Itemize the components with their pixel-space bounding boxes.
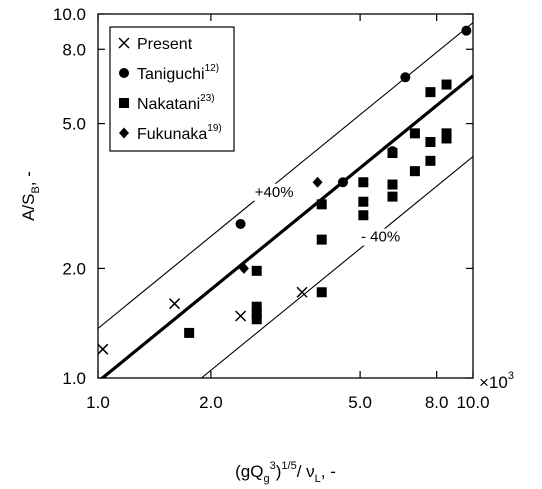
data-point-circle xyxy=(337,177,348,188)
label-part: (gQ xyxy=(235,462,263,481)
legend-entry-reference: 19) xyxy=(207,123,221,134)
data-point-x xyxy=(296,286,308,298)
data-points xyxy=(97,25,472,355)
label-part: / ν xyxy=(297,462,315,481)
legend-marker xyxy=(119,68,129,78)
data-point-square xyxy=(425,136,436,147)
data-point-square xyxy=(387,148,398,159)
legend: Present Taniguchi12) Nakatani23) Fukunaka19… xyxy=(109,26,235,152)
data-point-square xyxy=(441,79,452,90)
label-part: 3 xyxy=(270,460,276,472)
data-point-square xyxy=(387,179,398,190)
data-point-circle xyxy=(461,25,472,36)
marker-stroke xyxy=(169,298,181,310)
x-tick-label: 1.0 xyxy=(86,393,110,412)
data-point-square xyxy=(316,287,327,298)
data-point-x xyxy=(169,298,181,310)
annotation-background xyxy=(252,183,296,201)
legend-entry-name: Fukunaka xyxy=(137,126,207,143)
data-point-square xyxy=(251,308,262,319)
data-point-square xyxy=(409,128,420,139)
data-point-square xyxy=(358,177,369,188)
x-tick-label: 10.0 xyxy=(456,393,489,412)
legend-marker xyxy=(119,98,129,108)
multiplier-exponent: 3 xyxy=(508,370,514,382)
label-part: L xyxy=(315,473,321,485)
axis-labels: +40%- 40%(gQg3)1/5/ νL, -A/SB, -×103 xyxy=(19,171,514,485)
legend-entry: Present xyxy=(137,36,193,53)
x-tick-label: 2.0 xyxy=(199,393,223,412)
data-point-x xyxy=(235,310,247,322)
line-annotation: +40% xyxy=(255,184,294,201)
reference-lines xyxy=(98,22,473,378)
label-part: g xyxy=(263,473,269,485)
x-axis-multiplier: ×103 xyxy=(479,370,514,392)
x-tick-label: 8.0 xyxy=(425,393,449,412)
y-tick-label: 10.0 xyxy=(53,5,86,24)
multiplier-base: ×10 xyxy=(479,373,508,392)
legend-entry-name: Present xyxy=(137,36,193,53)
x-tick-label: 5.0 xyxy=(348,393,372,412)
legend-entry-name: Taniguchi xyxy=(137,66,205,83)
legend-marker xyxy=(118,37,130,49)
data-point-square xyxy=(251,301,262,312)
label-part: B xyxy=(30,186,42,193)
marker-stroke xyxy=(97,343,109,355)
tick-layer: 1.0 2.0 5.0 8.0 10.0 1.0 2.0 5.0 8.0 10.0 xyxy=(53,5,490,412)
deviation-line xyxy=(200,156,473,378)
marker-stroke xyxy=(296,286,308,298)
data-point-square xyxy=(441,128,452,139)
legend-box xyxy=(109,26,235,152)
data-point-square xyxy=(441,133,452,144)
y-tick-label: 1.0 xyxy=(62,369,86,388)
data-point-square xyxy=(409,166,420,177)
plot-frame xyxy=(97,13,474,379)
data-point-square xyxy=(425,87,436,98)
y-tick-label: 8.0 xyxy=(62,40,86,59)
legend-entry: Nakatani23) xyxy=(137,93,215,113)
data-point-square xyxy=(358,196,369,207)
legend-entry-name: Nakatani xyxy=(137,96,200,113)
data-point-square xyxy=(387,191,398,202)
data-point-circle xyxy=(235,218,246,229)
legend-entry-reference: 23) xyxy=(200,93,214,104)
annotation-background xyxy=(358,228,403,246)
data-point-diamond xyxy=(238,262,249,274)
legend-entry: Fukunaka19) xyxy=(137,123,222,143)
data-point-square xyxy=(251,314,262,325)
label-part: , - xyxy=(19,171,38,186)
line-annotation: - 40% xyxy=(361,229,400,246)
data-point-diamond xyxy=(312,176,323,188)
data-point-x xyxy=(97,343,109,355)
deviation-line xyxy=(98,22,473,329)
y-tick-label: 2.0 xyxy=(62,259,86,278)
label-part: A/S xyxy=(19,194,38,221)
data-point-square xyxy=(425,155,436,166)
legend-entry: Taniguchi12) xyxy=(137,63,219,83)
marker-stroke xyxy=(118,37,130,49)
y-tick-label: 5.0 xyxy=(62,115,86,134)
label-part: 1/5 xyxy=(281,460,296,472)
label-part: ) xyxy=(276,462,282,481)
x-axis-label: (gQg3)1/5/ νL, - xyxy=(235,460,336,485)
data-point-circle xyxy=(400,72,411,83)
data-point-square xyxy=(358,210,369,221)
marker-stroke xyxy=(235,310,247,322)
legend-entry-reference: 12) xyxy=(205,63,219,74)
data-point-square xyxy=(184,327,195,338)
data-point-square xyxy=(251,265,262,276)
data-point-square xyxy=(316,234,327,245)
label-part: , - xyxy=(321,462,336,481)
y-axis-label: A/SB, - xyxy=(19,171,42,221)
correlation-line xyxy=(99,74,473,378)
legend-marker xyxy=(119,127,129,139)
data-point-square xyxy=(316,199,327,210)
